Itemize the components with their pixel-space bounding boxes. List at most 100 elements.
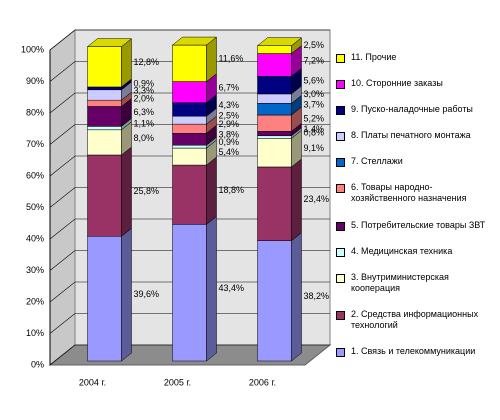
data-label: 25,8% xyxy=(134,186,160,196)
legend-swatch xyxy=(336,132,345,142)
legend-swatch xyxy=(336,54,345,63)
bar-front xyxy=(257,138,292,168)
bar-top xyxy=(256,37,303,46)
data-label: 6,7% xyxy=(219,83,240,93)
bar-segment xyxy=(86,227,133,362)
data-label: 11,6% xyxy=(219,54,244,64)
legend-label: 7. Стеллажи xyxy=(351,156,403,167)
legend-swatch xyxy=(336,80,345,90)
legend-label: 1. Связь и телекоммуникации xyxy=(351,345,476,356)
legend-label: 9. Пуско-наладочные работы xyxy=(351,104,473,115)
legend-swatch xyxy=(336,221,345,231)
grid-line xyxy=(49,187,330,208)
bar-front xyxy=(172,164,207,225)
data-label: 38,2% xyxy=(304,291,330,301)
grid-line xyxy=(49,218,330,240)
bar-front xyxy=(257,166,292,241)
bar-front xyxy=(172,81,207,103)
bar-segment xyxy=(171,156,218,225)
bar-segment xyxy=(171,215,218,362)
y-tick-label: 70% xyxy=(26,139,44,149)
grid-line xyxy=(49,29,330,51)
data-label: 0,9% xyxy=(219,137,240,147)
data-label: 3,7% xyxy=(304,100,325,110)
bar-front xyxy=(257,45,292,54)
bar-side xyxy=(291,232,302,362)
legend-item: 1. Связь и телекоммуникации xyxy=(336,346,496,357)
bar-front xyxy=(257,131,292,137)
data-label: 18,8% xyxy=(219,185,245,195)
x-tick-label: 2004 г. xyxy=(79,377,106,387)
legend-swatch xyxy=(336,347,345,357)
data-label: 43,4% xyxy=(219,283,245,293)
grid-line xyxy=(49,313,330,334)
data-label: 4,3% xyxy=(219,100,240,110)
legend-label: 10. Сторонние заказы xyxy=(351,78,443,89)
legend-swatch xyxy=(336,106,345,116)
bar-front xyxy=(172,123,207,134)
legend-swatch xyxy=(336,158,345,168)
y-tick-label: 80% xyxy=(26,107,44,117)
data-label: 1,1% xyxy=(134,118,155,128)
legend-item: 7. Стеллажи xyxy=(336,156,496,168)
bar-side xyxy=(206,215,217,362)
bar-segment xyxy=(256,37,303,55)
bar-top xyxy=(86,38,133,47)
legend-item: 10. Сторонние заказы xyxy=(336,78,496,90)
data-label: 7,2% xyxy=(304,55,325,65)
data-label: 0,9% xyxy=(134,79,155,89)
bar-side xyxy=(121,227,132,362)
data-label: 1,4% xyxy=(304,124,325,134)
y-tick-label: 20% xyxy=(26,296,44,306)
legend-swatch xyxy=(336,184,345,194)
data-label: 2,5% xyxy=(304,40,325,50)
y-tick-label: 50% xyxy=(26,202,44,212)
grid-line xyxy=(49,250,330,271)
y-tick-label: 60% xyxy=(26,170,44,180)
legend-item: 3. Внутриминистерская кооперация xyxy=(336,272,496,294)
data-label: 9,1% xyxy=(304,143,325,153)
legend-swatch xyxy=(336,273,345,283)
y-tick-label: 100% xyxy=(21,44,44,54)
legend-item: 8. Платы печатного монтажа xyxy=(336,130,496,142)
data-label: 39,6% xyxy=(134,289,160,299)
bar-segment xyxy=(256,232,303,362)
bar-front xyxy=(87,89,122,101)
data-label: 2,5% xyxy=(219,111,240,121)
legend-label: 8. Платы печатного монтажа xyxy=(351,130,471,141)
legend-swatch xyxy=(336,247,345,257)
data-label: 23,4% xyxy=(304,194,330,204)
legend-label: 4. Медицинская техника xyxy=(351,245,453,256)
bar-front xyxy=(172,133,207,146)
bar-segment xyxy=(171,36,218,83)
y-tick-label: 40% xyxy=(26,233,44,243)
data-label: 12,8% xyxy=(134,57,160,67)
y-tick-label: 30% xyxy=(26,265,44,275)
bar-side xyxy=(121,38,132,88)
bar-front xyxy=(172,147,207,166)
data-label: 8,0% xyxy=(134,133,155,143)
grid-line xyxy=(49,92,330,114)
bar-front xyxy=(87,46,122,88)
bar-front xyxy=(172,44,207,82)
data-label: 2,9% xyxy=(219,119,240,129)
legend-label: 11. Прочие xyxy=(351,52,397,62)
legend-label: 2. Средства информационных технологий xyxy=(351,308,479,330)
data-label: 3,0% xyxy=(304,89,325,99)
grid-line xyxy=(49,281,330,303)
legend: 1. Связь и телекоммуникации 2. Средства и… xyxy=(336,52,496,357)
bar-front xyxy=(87,106,122,127)
data-label: 6,3% xyxy=(134,107,155,117)
data-label: 3,3% xyxy=(134,85,155,95)
legend-item: 6. Товары народно-хозяйственного назначе… xyxy=(336,182,496,204)
legend-label: 3. Внутриминистерская кооперация xyxy=(351,271,449,293)
bar-side xyxy=(291,158,302,242)
data-label: 3,8% xyxy=(219,130,240,140)
data-label: 2,0% xyxy=(134,94,155,104)
bar-front xyxy=(257,240,292,362)
grid-line xyxy=(49,155,330,177)
bar-front xyxy=(172,224,207,362)
bar-front xyxy=(87,99,122,107)
bar-front xyxy=(257,75,292,95)
